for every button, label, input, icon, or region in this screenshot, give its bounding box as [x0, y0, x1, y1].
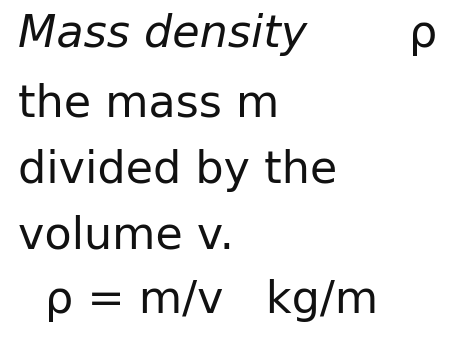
Text: the mass m: the mass m: [18, 82, 279, 126]
Text: Mass density: Mass density: [18, 13, 321, 56]
Text: ρ is: ρ is: [410, 13, 450, 56]
Text: ρ = m/v   kg/m: ρ = m/v kg/m: [45, 279, 378, 322]
Text: volume v.: volume v.: [18, 214, 234, 258]
Text: divided by the: divided by the: [18, 148, 337, 192]
